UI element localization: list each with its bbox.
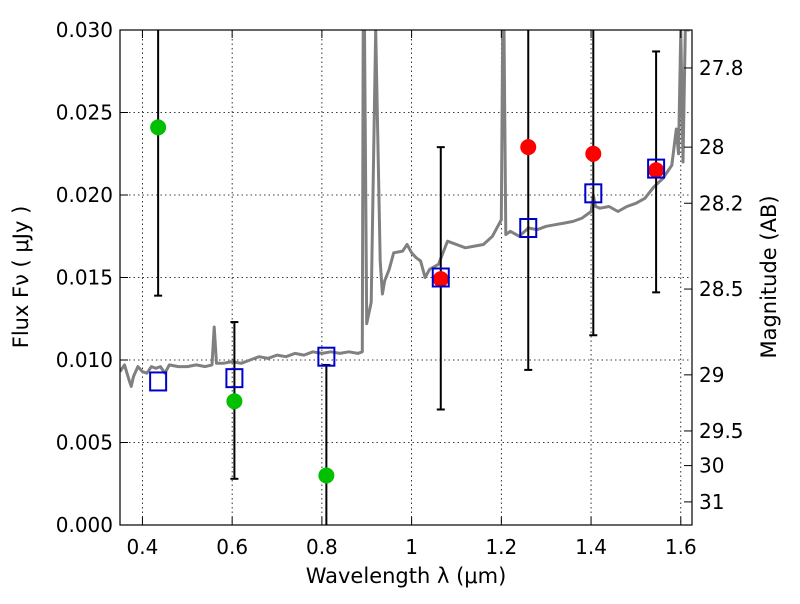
model-point — [647, 158, 666, 179]
grid-lines — [120, 30, 692, 525]
y-tick-label: 0.015 — [56, 266, 113, 290]
x-tick-label: 1.6 — [665, 535, 697, 559]
data-point — [150, 119, 167, 136]
y2-tick-label: 29 — [699, 363, 724, 387]
data-point — [585, 145, 602, 162]
y-tick-label: 0.000 — [56, 513, 113, 537]
y2-tick-label: 30 — [699, 454, 724, 478]
axis-ticks: 0.4 0.6 0.8 1 1.2 1.4 1.6 0.000 0.005 0.010 0.015 0… — [56, 18, 744, 559]
data-point — [226, 393, 243, 410]
model-point — [225, 368, 244, 389]
x-tick-label: 0.8 — [306, 535, 338, 559]
y-tick-label: 0.010 — [56, 348, 113, 372]
data-series — [120, 30, 690, 388]
data-point — [520, 139, 537, 156]
x-tick-label: 0.6 — [216, 535, 248, 559]
y2-tick-label: 31 — [699, 490, 724, 514]
y-tick-label: 0.030 — [56, 18, 113, 42]
x-tick-label: 0.4 — [127, 535, 159, 559]
y-axis-title: Flux Fν ( μJy ) — [9, 206, 33, 349]
model-point — [317, 346, 336, 367]
model-point — [431, 267, 450, 288]
y2-tick-label: 28.5 — [699, 277, 744, 301]
data-point — [318, 467, 335, 484]
model-point — [584, 183, 603, 204]
y2-tick-label: 27.8 — [699, 56, 744, 80]
model-point — [519, 218, 538, 238]
data-point — [432, 271, 449, 288]
data-markers — [149, 30, 666, 525]
y-tick-label: 0.025 — [56, 101, 113, 125]
x-axis-title: Wavelength λ (μm) — [306, 564, 507, 588]
data-point — [648, 162, 665, 179]
x-tick-label: 1.2 — [485, 535, 517, 559]
x-tick-label: 1.4 — [575, 535, 607, 559]
y2-tick-label: 29.5 — [699, 419, 744, 443]
x-tick-label: 1 — [405, 535, 418, 559]
spectrum-line — [120, 30, 690, 388]
model-point — [149, 371, 168, 392]
y2-tick-label: 28 — [699, 135, 724, 159]
y-tick-label: 0.005 — [56, 431, 113, 455]
y2-axis-title: Magnitude (AB) — [757, 195, 781, 358]
y-tick-label: 0.020 — [56, 183, 113, 207]
y2-tick-label: 28.2 — [699, 191, 744, 215]
